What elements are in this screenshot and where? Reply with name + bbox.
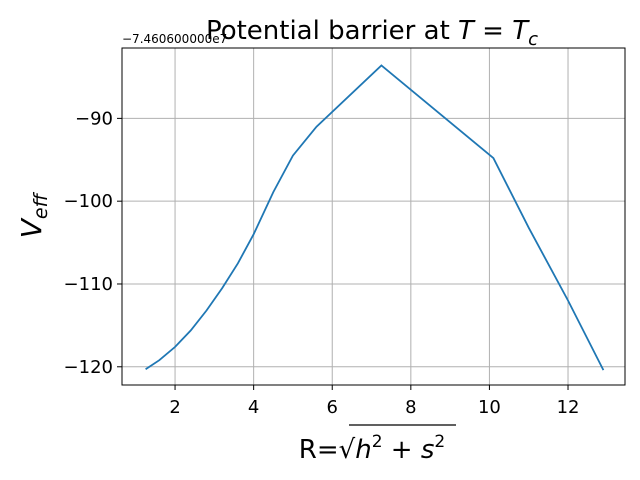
title-t1: T — [458, 16, 476, 46]
series-line — [145, 64, 605, 371]
y-tick-label: −90 — [75, 108, 113, 129]
chart-title: Potential barrier at T = Tc — [206, 16, 538, 50]
xlabel-h-sup: 2 — [372, 432, 383, 452]
title-eq: = — [474, 16, 512, 46]
title-sub: c — [528, 29, 538, 50]
y-tick-label: −110 — [64, 274, 113, 295]
y-tick-label: −100 — [64, 191, 113, 212]
xlabel-plus: + — [383, 435, 421, 465]
x-tick-label: 10 — [478, 397, 501, 418]
ylabel-v: V — [15, 217, 48, 238]
x-tick-label: 12 — [557, 397, 580, 418]
y-axis-label: Veff — [15, 191, 52, 238]
y-tick-label: −120 — [64, 357, 113, 378]
ticks: 2 4 6 8 10 12 −90 −100 −110 −120 — [64, 108, 580, 418]
x-tick-label: 6 — [327, 397, 338, 418]
title-t2: T — [512, 16, 530, 46]
title-prefix: Potential barrier at — [206, 16, 458, 46]
xlabel-s-sup: 2 — [434, 432, 445, 452]
y-offset-label: −7.460600000e7 — [122, 32, 227, 46]
x-tick-label: 4 — [248, 397, 259, 418]
x-tick-label: 2 — [169, 397, 180, 418]
ylabel-sub: eff — [30, 191, 52, 219]
x-axis-label: R=√h2 + s2 — [299, 432, 445, 465]
xlabel-h: h — [355, 435, 371, 465]
series-layer — [145, 64, 605, 371]
grid — [122, 48, 625, 385]
x-tick-label: 8 — [405, 397, 416, 418]
plot-frame — [121, 47, 626, 386]
xlabel-s: s — [421, 435, 435, 465]
xlabel-radical: √ — [339, 435, 356, 465]
xlabel-prefix: R= — [299, 435, 339, 465]
